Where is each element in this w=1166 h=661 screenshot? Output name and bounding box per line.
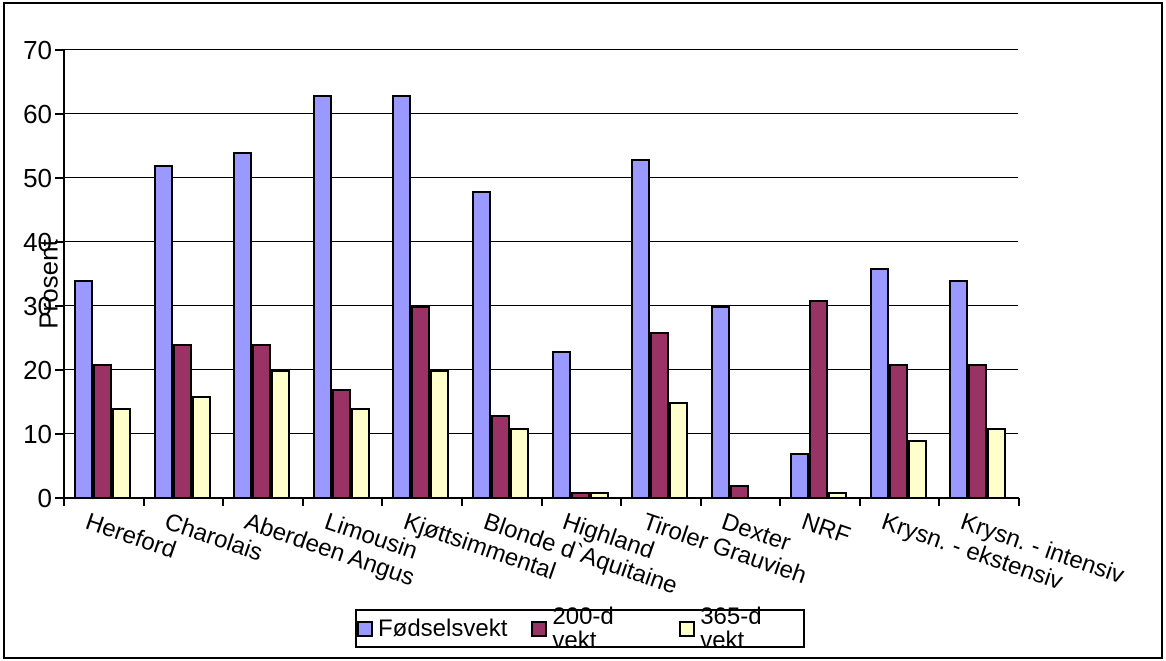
bar-365d-vekt (907, 440, 927, 498)
gridline (63, 241, 1018, 242)
bar-365d-vekt (112, 408, 131, 498)
bar-fodselsvekt (869, 268, 889, 498)
x-tick-mark (1018, 498, 1020, 506)
bar-200d-vekt (968, 364, 988, 498)
y-tick-label: 10 (23, 419, 52, 449)
x-tick-mark (779, 498, 782, 506)
x-tick-mark (142, 498, 145, 506)
y-axis-title: Prosent (33, 239, 64, 329)
bar-365d-vekt (669, 402, 689, 498)
bar-fodselsvekt (153, 165, 173, 498)
x-tick-mark (938, 498, 941, 506)
bar-365d-vekt (430, 370, 450, 498)
bar-365d-vekt (509, 428, 529, 498)
bar-365d-vekt (271, 370, 291, 498)
y-tick-label: 0 (37, 483, 52, 513)
bar-fodselsvekt (233, 152, 253, 498)
y-axis-line (63, 50, 65, 498)
legend-item: 365-d vekt (679, 602, 803, 654)
x-tick-mark (699, 498, 702, 506)
legend-item: 200-d vekt (531, 602, 655, 654)
bar-200d-vekt (809, 300, 829, 498)
legend-swatch-icon (679, 620, 696, 637)
bar-365d-vekt (828, 492, 848, 498)
bar-200d-vekt (650, 332, 670, 498)
bar-fodselsvekt (790, 453, 810, 498)
legend-swatch-icon (531, 620, 548, 637)
bar-fodselsvekt (631, 159, 651, 498)
bar-fodselsvekt (392, 95, 412, 498)
bar-365d-vekt (589, 492, 609, 498)
bar-fodselsvekt (74, 280, 93, 498)
y-tick-mark (55, 113, 63, 115)
chart-outer-border (3, 2, 1163, 659)
bar-fodselsvekt (471, 191, 491, 498)
bar-fodselsvekt (949, 280, 969, 498)
bar-200d-vekt (172, 344, 192, 498)
bar-365d-vekt (987, 428, 1007, 498)
x-tick-mark (381, 498, 384, 506)
legend-label: 200-d vekt (552, 602, 614, 654)
gridline (63, 49, 1018, 50)
bar-365d-vekt (191, 396, 211, 498)
gridline (63, 305, 1018, 306)
x-tick-mark (63, 498, 65, 506)
bar-200d-vekt (729, 485, 749, 498)
y-tick-mark (55, 433, 63, 435)
y-tick-label: 20 (23, 355, 52, 385)
plot-area (63, 49, 1018, 498)
y-tick-label: 30 (23, 291, 52, 321)
y-tick-label: 70 (23, 35, 52, 65)
bar-fodselsvekt (710, 306, 730, 498)
legend: Fødselsvekt 200-d vekt 365-d vekt (355, 604, 805, 652)
legend-label: Fødselsvekt (378, 614, 508, 642)
y-tick-mark (55, 497, 63, 499)
bar-200d-vekt (331, 389, 351, 498)
bar-fodselsvekt (312, 95, 332, 498)
legend-label: 365-d vekt (700, 602, 762, 654)
y-tick-mark (55, 305, 63, 307)
category-label: NRF (798, 508, 854, 550)
y-tick-mark (55, 49, 63, 51)
x-tick-mark (301, 498, 304, 506)
legend-swatch-icon (357, 620, 373, 637)
y-tick-label: 50 (23, 163, 52, 193)
bar-200d-vekt (888, 364, 908, 498)
category-label: Hereford (81, 508, 180, 564)
y-tick-mark (55, 369, 63, 371)
bar-200d-vekt (252, 344, 272, 498)
gridline (63, 113, 1018, 114)
x-tick-mark (460, 498, 463, 506)
bar-200d-vekt (93, 364, 112, 498)
gridline (63, 433, 1018, 434)
legend-item: Fødselsvekt (357, 614, 508, 642)
bar-fodselsvekt (551, 351, 571, 498)
y-tick-mark (55, 241, 63, 243)
bar-365d-vekt (350, 408, 370, 498)
bar-200d-vekt (570, 492, 590, 498)
x-tick-mark (222, 498, 225, 506)
gridline (63, 369, 1018, 370)
x-tick-mark (620, 498, 623, 506)
y-tick-label: 40 (23, 227, 52, 257)
bar-200d-vekt (490, 415, 510, 498)
x-tick-mark (858, 498, 861, 506)
bar-200d-vekt (411, 306, 431, 498)
gridline (63, 177, 1018, 178)
y-tick-label: 60 (23, 99, 52, 129)
y-tick-mark (55, 177, 63, 179)
x-tick-mark (540, 498, 543, 506)
